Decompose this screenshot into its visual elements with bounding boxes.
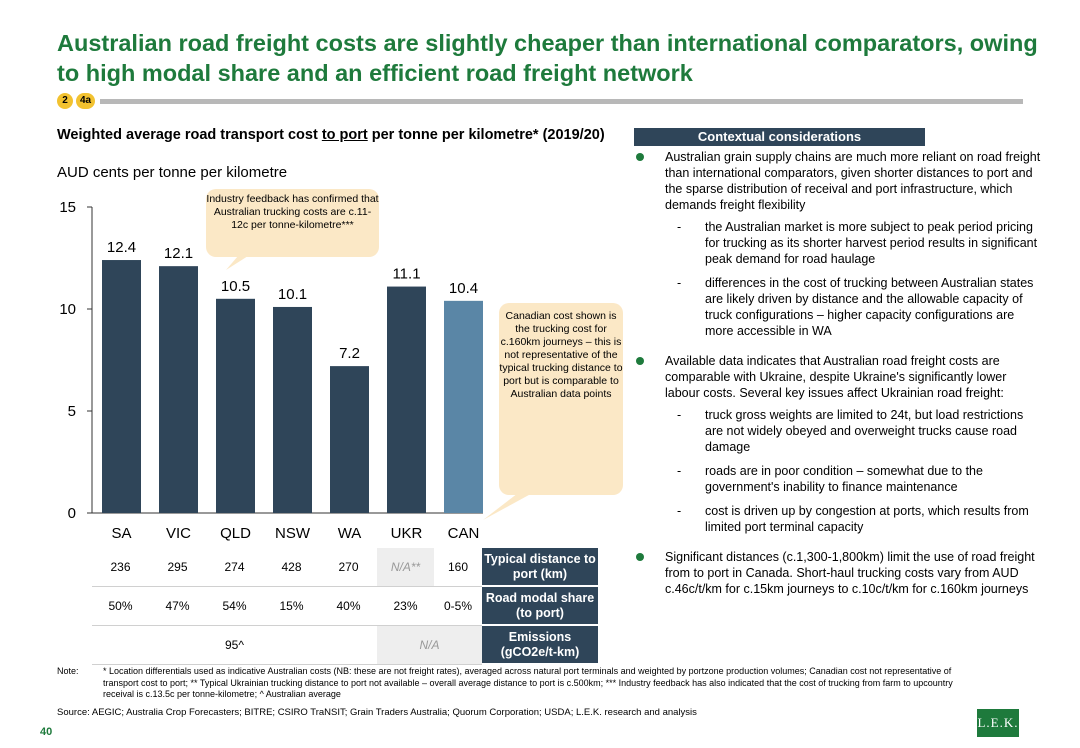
callout-canadian-cost: Canadian cost shown is the trucking cost… [499, 303, 623, 495]
title-divider [100, 99, 1023, 104]
context-sub-bullet-1-1: - the Australian market is more subject t… [677, 220, 1038, 266]
distance-nsw: 428 [263, 548, 320, 587]
data-label-nsw: 10.1 [278, 286, 307, 303]
y-tick-label: 5 [68, 403, 76, 420]
bullet-dot-icon [636, 357, 644, 365]
context-sub-bullet-2-2: - roads are in poor condition – somewhat … [677, 464, 983, 494]
section-badges: 2 4a [57, 93, 96, 109]
bullet-dot-icon [636, 153, 644, 161]
context-sub-bullet-2-1: - truck gross weights are limited to 24t,… [677, 408, 1024, 454]
modal-sa: 50% [92, 586, 149, 626]
y-tick-label: 15 [59, 199, 76, 216]
data-label-ukr: 11.1 [392, 266, 420, 283]
modal-wa: 40% [320, 586, 377, 626]
note-label: Note: [57, 666, 79, 676]
bar-wa [330, 366, 369, 513]
callout-2-pointer [483, 490, 538, 520]
context-bullet-2: Available data indicates that Australian… [633, 353, 1043, 401]
bullet-dot-icon [636, 553, 644, 561]
metrics-table: 236 295 274 428 270 N/A** 160 Typical di… [92, 548, 598, 665]
bar-nsw [273, 306, 312, 513]
bar-vic [159, 266, 198, 513]
context-list: Australian grain supply chains are much … [633, 149, 1043, 603]
distance-ukr: N/A** [377, 548, 434, 587]
bar-ukr [387, 286, 426, 513]
note-text: * Location differentials used as indicat… [103, 666, 953, 699]
modal-vic: 47% [149, 586, 206, 626]
category-label-nsw: NSW [275, 525, 311, 542]
category-label-qld: QLD [220, 525, 251, 542]
modal-qld: 54% [206, 586, 263, 626]
row-label-distance: Typical distance to port (km) [482, 548, 598, 587]
context-bullet-3: Significant distances (c.1,300-1,800km) … [633, 549, 1043, 597]
table-row-distance: 236 295 274 428 270 N/A** 160 Typical di… [92, 548, 598, 587]
context-bullet-1: Australian grain supply chains are much … [633, 149, 1043, 213]
context-sub-bullet-2-3: - cost is driven up by congestion at port… [677, 504, 1029, 534]
data-label-qld: 10.5 [221, 278, 250, 295]
chart-y-unit-label: AUD cents per tonne per kilometre [57, 164, 288, 181]
emissions-other: N/A [377, 625, 482, 665]
lek-logo: L.E.K. [977, 709, 1019, 737]
bar-can [444, 300, 483, 513]
footnote: Note: * Location differentials used as i… [57, 666, 957, 701]
table-row-emissions: 95^ N/A Emissions (gCO2e/t-km) [92, 625, 598, 665]
data-label-wa: 7.2 [339, 345, 360, 362]
chart-title: Weighted average road transport cost to … [57, 127, 605, 143]
badge-2: 2 [57, 93, 73, 109]
bar-qld [216, 298, 255, 513]
page-number: 40 [40, 726, 53, 738]
category-label-wa: WA [338, 525, 362, 542]
row-label-emissions: Emissions (gCO2e/t-km) [482, 625, 598, 665]
bar-sa [102, 260, 141, 513]
distance-wa: 270 [320, 548, 377, 587]
badge-4a: 4a [76, 93, 96, 109]
data-label-can: 10.4 [449, 280, 478, 297]
row-label-modal: Road modal share (to port) [482, 586, 598, 626]
y-tick-label: 10 [59, 301, 76, 318]
category-label-ukr: UKR [391, 525, 423, 542]
category-label-can: CAN [448, 525, 480, 542]
data-label-vic: 12.1 [164, 245, 193, 262]
context-sub-bullet-1-2: - differences in the cost of trucking bet… [677, 276, 1034, 338]
callout-1-pointer [226, 256, 248, 270]
y-tick-label: 0 [68, 505, 76, 522]
modal-can: 0-5% [434, 586, 482, 626]
distance-qld: 274 [206, 548, 263, 587]
context-heading: Contextual considerations [634, 128, 925, 146]
page-title: Australian road freight costs are slight… [57, 30, 1038, 86]
category-label-sa: SA [111, 525, 131, 542]
modal-ukr: 23% [377, 586, 434, 626]
distance-sa: 236 [92, 548, 149, 587]
callout-industry-feedback: Industry feedback has confirmed that Aus… [206, 189, 379, 257]
category-label-vic: VIC [166, 525, 191, 542]
distance-vic: 295 [149, 548, 206, 587]
distance-can: 160 [434, 548, 482, 587]
source-text: Source: AEGIC; Australia Crop Forecaster… [57, 707, 697, 718]
data-label-sa: 12.4 [107, 239, 136, 256]
emissions-australia: 95^ [92, 625, 377, 665]
table-row-modal: 50% 47% 54% 15% 40% 23% 0-5% Road modal … [92, 586, 598, 626]
modal-nsw: 15% [263, 586, 320, 626]
